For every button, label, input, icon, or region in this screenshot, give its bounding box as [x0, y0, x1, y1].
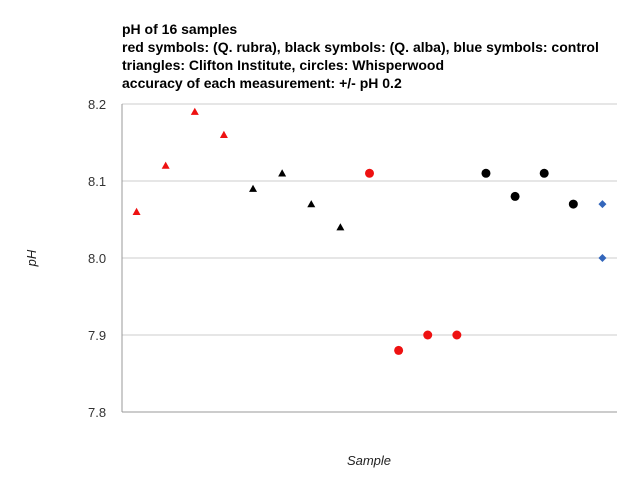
data-points: [132, 107, 607, 355]
data-point-diamond: [598, 200, 607, 209]
y-tick-label: 8.1: [88, 174, 106, 189]
x-axis-title: Sample: [347, 453, 391, 468]
title-line-4: accuracy of each measurement: +/- pH 0.2: [122, 75, 402, 91]
data-point-triangle: [132, 207, 141, 215]
data-point-triangle: [249, 184, 258, 192]
data-point-circle: [394, 345, 404, 355]
title-line-1: pH of 16 samples: [122, 21, 237, 37]
y-tick-labels: 7.8 7.9 8.0 8.1 8.2: [88, 97, 106, 420]
data-point-triangle: [190, 107, 199, 115]
data-point-circle: [568, 199, 578, 209]
y-tick-label: 7.8: [88, 405, 106, 420]
gridlines: [122, 103, 617, 413]
data-point-triangle: [278, 169, 287, 177]
data-point-circle: [481, 168, 491, 178]
data-point-triangle: [219, 130, 228, 138]
title-line-2: red symbols: (Q. rubra), black symbols: …: [122, 39, 599, 55]
data-point-circle: [365, 168, 374, 178]
data-point-circle: [423, 330, 433, 340]
y-tick-label: 7.9: [88, 328, 106, 343]
data-point-triangle: [161, 161, 170, 169]
data-point-triangle: [307, 200, 316, 208]
title-line-3: triangles: Clifton Institute, circles: W…: [122, 57, 444, 73]
data-point-circle: [452, 330, 462, 340]
y-tick-label: 8.2: [88, 97, 106, 112]
chart-title: pH of 16 samples red symbols: (Q. rubra)…: [122, 21, 599, 91]
y-tick-label: 8.0: [88, 251, 106, 266]
data-point-circle: [510, 191, 520, 201]
data-point-circle: [539, 168, 549, 178]
y-axis-title: pH: [24, 249, 39, 267]
data-point-diamond: [598, 254, 607, 262]
data-point-triangle: [336, 223, 345, 231]
